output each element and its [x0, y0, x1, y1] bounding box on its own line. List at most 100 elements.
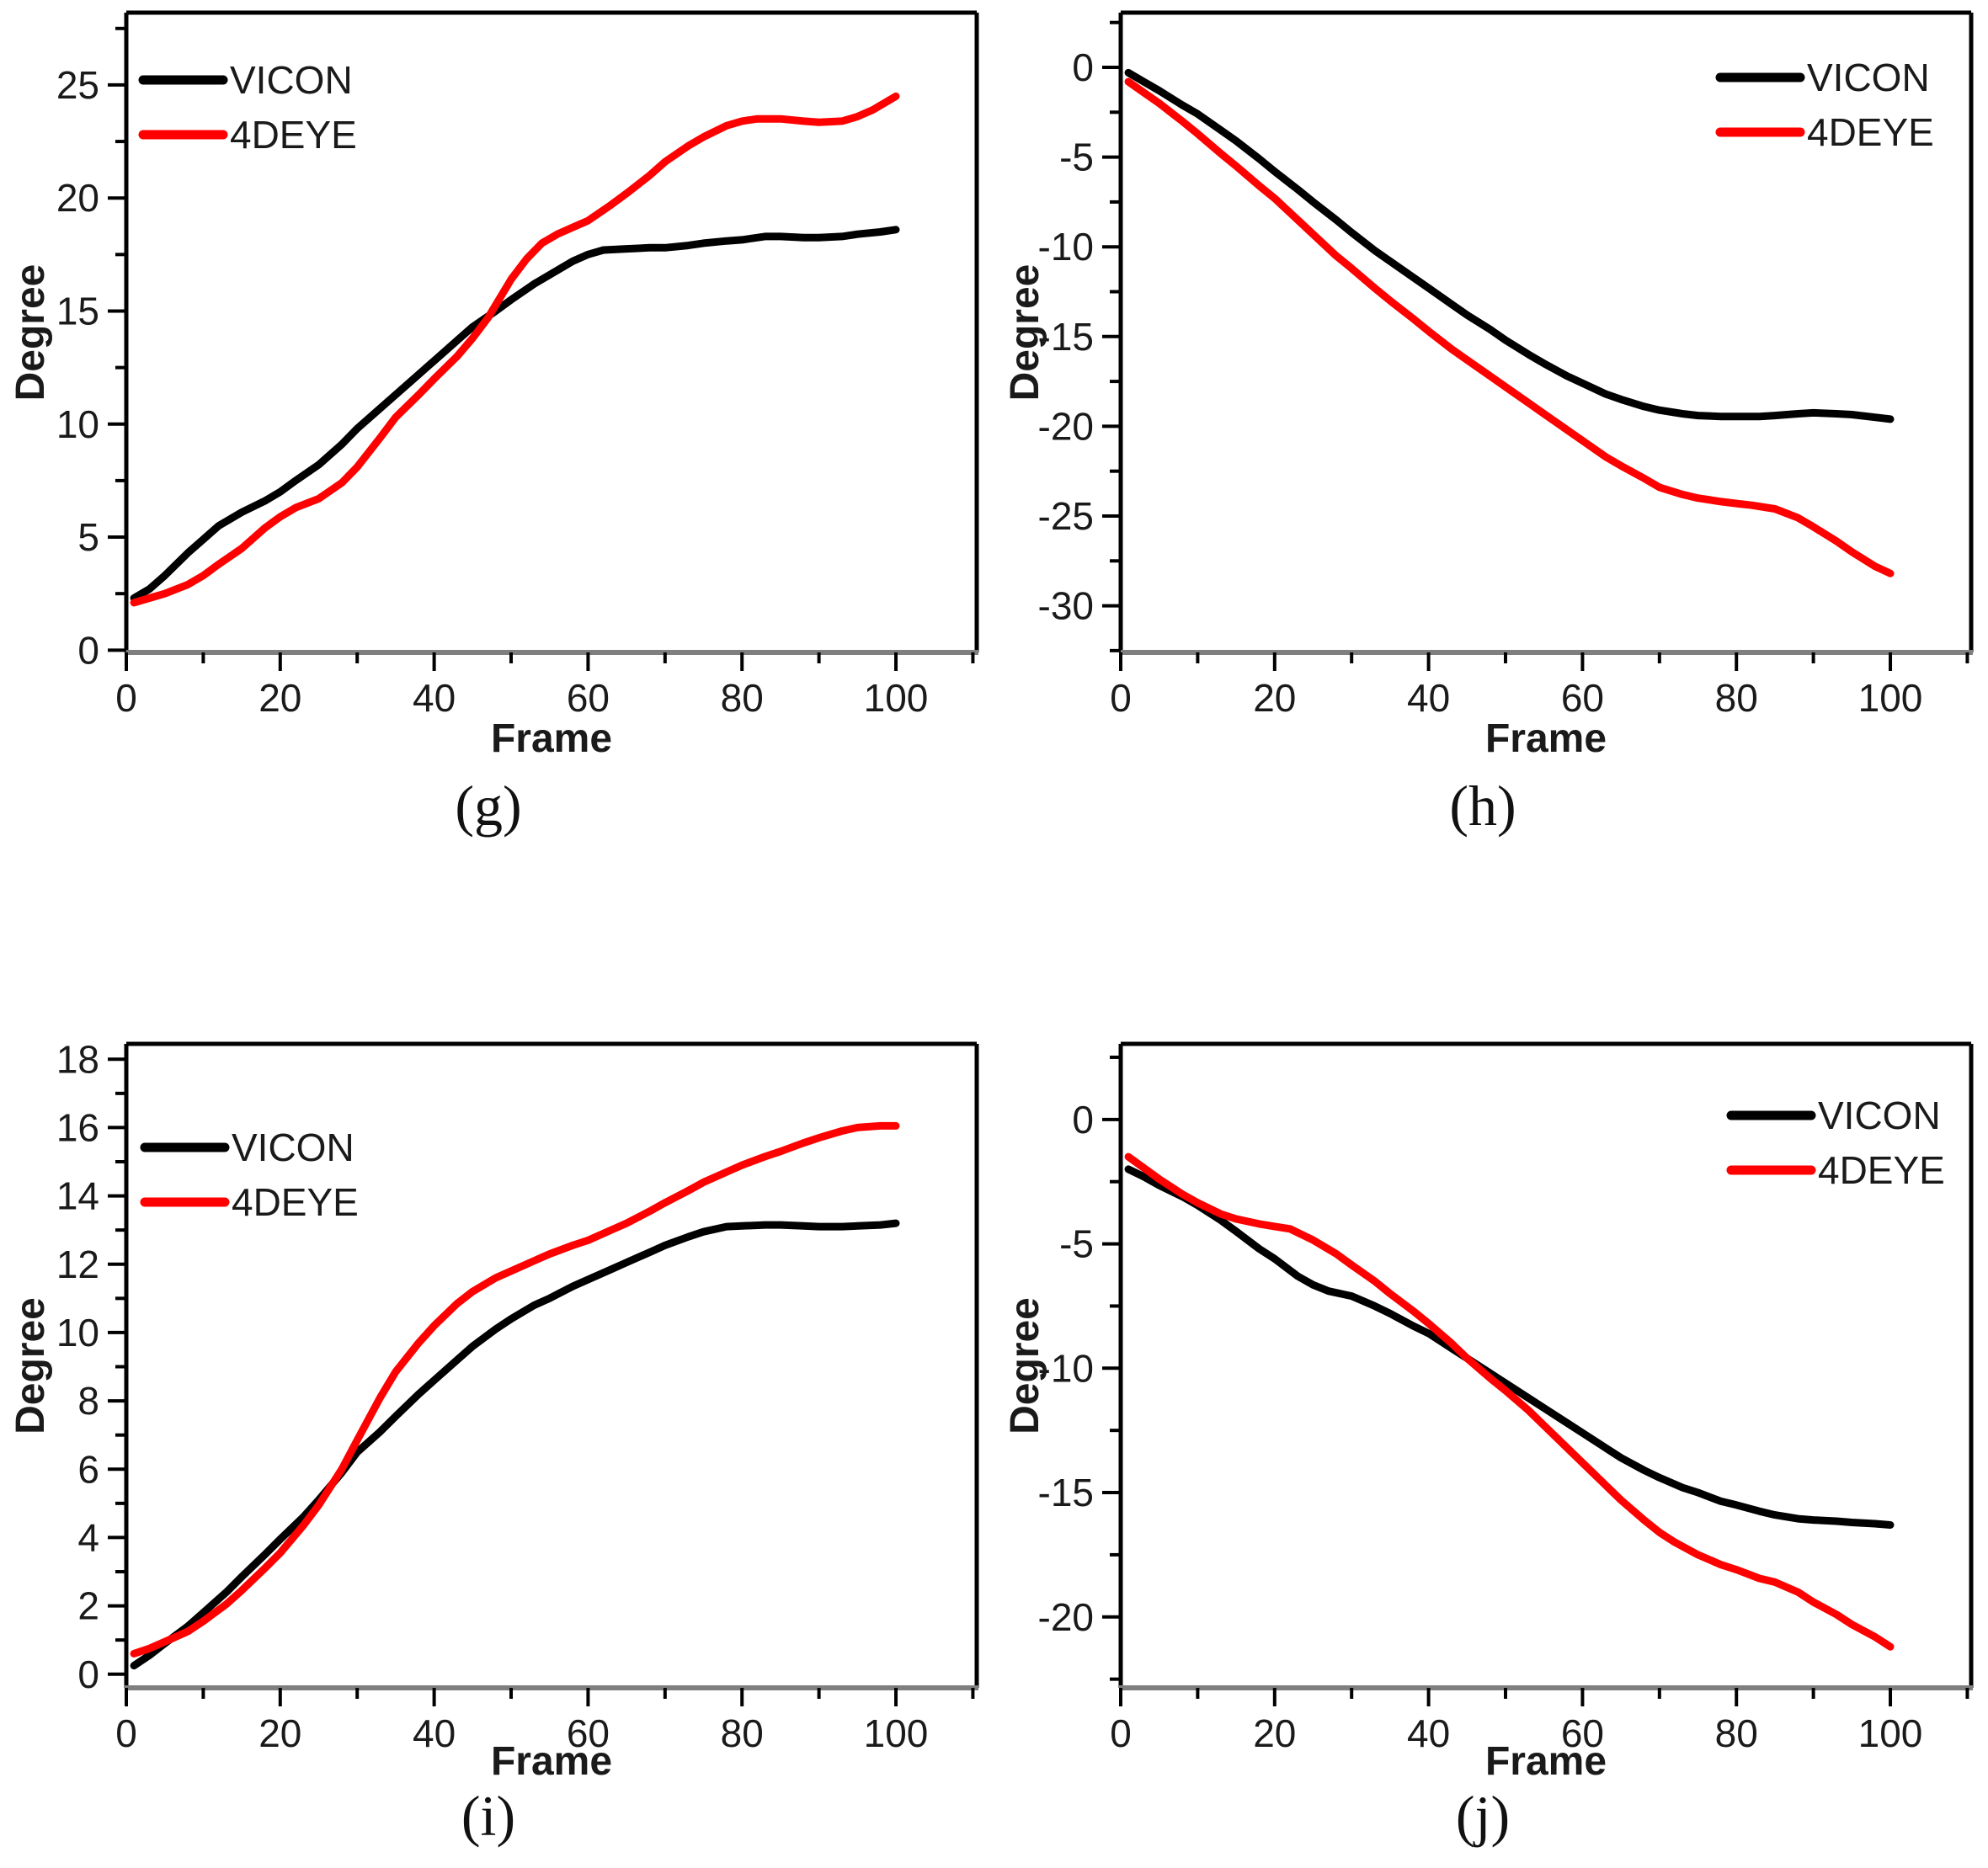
h-legend-label-vicon: VICON [1807, 56, 1930, 99]
g-y-axis: 0 5 10 15 20 25 [56, 26, 126, 672]
g-series-4deye [130, 92, 900, 607]
j-x-tick-label: 100 [1858, 1711, 1923, 1755]
j-y-tick-label: -15 [1038, 1471, 1094, 1514]
chart-h-canvas: 0 20 40 60 80 100 0 -5 -10 -15 -20 -25 -30 VICON 4DEYE… [1003, 10, 1974, 758]
j-x-tick-label: 40 [1407, 1711, 1450, 1755]
i-legend-label-4deye: 4DEYE [232, 1180, 359, 1224]
chart-i-caption: (i) [461, 1784, 516, 1848]
h-y-tick-label: 0 [1072, 45, 1094, 89]
i-x-tick-label: 100 [864, 1711, 929, 1755]
g-x-tick-label: 40 [413, 676, 456, 720]
h-y-tick-label: -10 [1038, 225, 1094, 269]
i-y-axis: 0 2 4 6 8 10 12 14 16 18 [56, 1037, 126, 1696]
i-legend-label-vicon: VICON [232, 1126, 354, 1169]
h-x-axis-title: Frame [1485, 716, 1607, 758]
chart-g-canvas: 0 20 40 60 80 100 0 5 10 15 20 25 VICON 4DEYE Frame Deg… [8, 10, 979, 758]
h-x-tick-label: 40 [1407, 676, 1450, 720]
i-y-tick-label: 0 [77, 1652, 99, 1696]
i-y-axis-title: Degree [8, 1297, 53, 1434]
chart-panel-i: 0 20 40 60 80 100 0 2 4 6 8 10 12 14 16 18 VICON 4DEYE Fra… [0, 1035, 994, 1868]
i-x-axis: 0 20 40 60 80 100 [115, 1688, 975, 1755]
g-x-axis-title: Frame [491, 716, 612, 758]
g-x-axis: 0 20 40 60 80 100 [115, 652, 975, 720]
g-y-axis-title: Degree [8, 264, 53, 402]
h-y-tick-label: -25 [1038, 494, 1094, 538]
i-x-tick-label: 80 [721, 1711, 764, 1755]
j-y-tick-label: -20 [1038, 1595, 1094, 1639]
g-x-tick-label: 80 [721, 676, 764, 720]
h-legend: VICON 4DEYE [1715, 56, 1934, 154]
i-x-tick-label: 20 [258, 1711, 301, 1755]
h-x-axis: 0 20 40 60 80 100 [1110, 652, 1969, 720]
i-y-tick-label: 10 [56, 1311, 99, 1354]
i-x-tick-label: 0 [115, 1711, 137, 1755]
i-y-tick-label: 12 [56, 1243, 99, 1286]
g-x-tick-label: 60 [567, 676, 610, 720]
j-x-axis: 0 20 40 60 80 100 [1110, 1688, 1969, 1755]
g-y-tick-label: 20 [56, 176, 99, 220]
chart-i-canvas: 0 20 40 60 80 100 0 2 4 6 8 10 12 14 16 18 VICON 4DEYE Fra… [8, 1037, 979, 1776]
i-y-tick-label: 2 [77, 1584, 99, 1628]
g-y-tick-label: 5 [77, 515, 99, 559]
i-y-tick-label: 8 [77, 1379, 99, 1423]
j-plot-frame [1118, 1041, 1974, 1690]
i-series-4deye [130, 1121, 900, 1658]
i-y-tick-label: 14 [56, 1174, 99, 1218]
h-y-axis-title: Degree [1003, 264, 1047, 402]
i-y-tick-label: 4 [77, 1515, 99, 1559]
g-legend-label-vicon: VICON [230, 58, 353, 102]
g-legend: VICON 4DEYE [138, 58, 357, 157]
j-series-vicon [1124, 1165, 1895, 1529]
g-series-vicon [130, 226, 900, 602]
j-y-tick-label: -5 [1059, 1222, 1094, 1266]
chart-panel-g: 0 20 40 60 80 100 0 5 10 15 20 25 VICON 4DEYE Frame Deg… [0, 0, 994, 850]
chart-j-caption: (j) [1455, 1784, 1511, 1848]
h-y-tick-label: -30 [1038, 584, 1094, 628]
h-series-4deye [1124, 77, 1895, 577]
h-y-tick-label: -15 [1038, 315, 1094, 359]
j-legend-label-4deye: 4DEYE [1818, 1148, 1945, 1192]
g-y-tick-label: 10 [56, 402, 99, 446]
j-y-tick-label: 0 [1072, 1098, 1094, 1142]
j-x-tick-label: 0 [1110, 1711, 1132, 1755]
g-y-tick-label: 15 [56, 289, 99, 333]
i-x-tick-label: 40 [413, 1711, 456, 1755]
h-x-tick-label: 60 [1561, 676, 1604, 720]
j-x-tick-label: 80 [1715, 1711, 1758, 1755]
j-x-tick-label: 20 [1253, 1711, 1296, 1755]
i-plot-frame [124, 1041, 979, 1690]
chart-h-caption: (h) [1449, 774, 1516, 838]
h-x-tick-label: 20 [1253, 676, 1296, 720]
j-y-axis-title: Degree [1003, 1297, 1047, 1434]
chart-panel-h: 0 20 40 60 80 100 0 -5 -10 -15 -20 -25 -30 VICON 4DEYE… [994, 0, 1988, 850]
j-x-axis-title: Frame [1485, 1739, 1607, 1776]
h-x-tick-label: 0 [1110, 676, 1132, 720]
h-legend-label-4deye: 4DEYE [1807, 110, 1934, 154]
i-legend: VICON 4DEYE [140, 1126, 359, 1224]
chart-j-canvas: 0 20 40 60 80 100 0 -5 -10 -15 -20 VICON 4DEYE Frame D… [1003, 1041, 1974, 1776]
i-y-tick-label: 16 [56, 1105, 99, 1149]
chart-g-caption: (g) [455, 774, 522, 838]
h-y-tick-label: -5 [1059, 136, 1094, 179]
i-x-tick-label: 60 [567, 1711, 610, 1755]
j-y-tick-label: -10 [1038, 1346, 1094, 1390]
g-x-tick-label: 0 [115, 676, 137, 720]
h-x-tick-label: 100 [1858, 676, 1923, 720]
j-legend: VICON 4DEYE [1726, 1094, 1945, 1192]
h-plot-frame [1118, 10, 1974, 655]
g-x-tick-label: 20 [258, 676, 301, 720]
h-x-tick-label: 80 [1715, 676, 1758, 720]
i-y-tick-label: 18 [56, 1037, 99, 1081]
h-y-tick-label: -20 [1038, 404, 1094, 448]
chart-panel-j: 0 20 40 60 80 100 0 -5 -10 -15 -20 VICON 4DEYE Frame D… [994, 1035, 1988, 1868]
j-series-4deye [1124, 1152, 1895, 1651]
j-x-tick-label: 60 [1561, 1711, 1604, 1755]
h-y-axis: 0 -5 -10 -15 -20 -25 -30 [1038, 20, 1121, 652]
g-x-tick-label: 100 [864, 676, 929, 720]
j-y-axis: 0 -5 -10 -15 -20 [1038, 1055, 1121, 1681]
g-y-tick-label: 25 [56, 63, 99, 107]
g-legend-label-4deye: 4DEYE [230, 113, 357, 157]
i-series-vicon [130, 1219, 900, 1670]
i-x-axis-title: Frame [491, 1739, 612, 1776]
